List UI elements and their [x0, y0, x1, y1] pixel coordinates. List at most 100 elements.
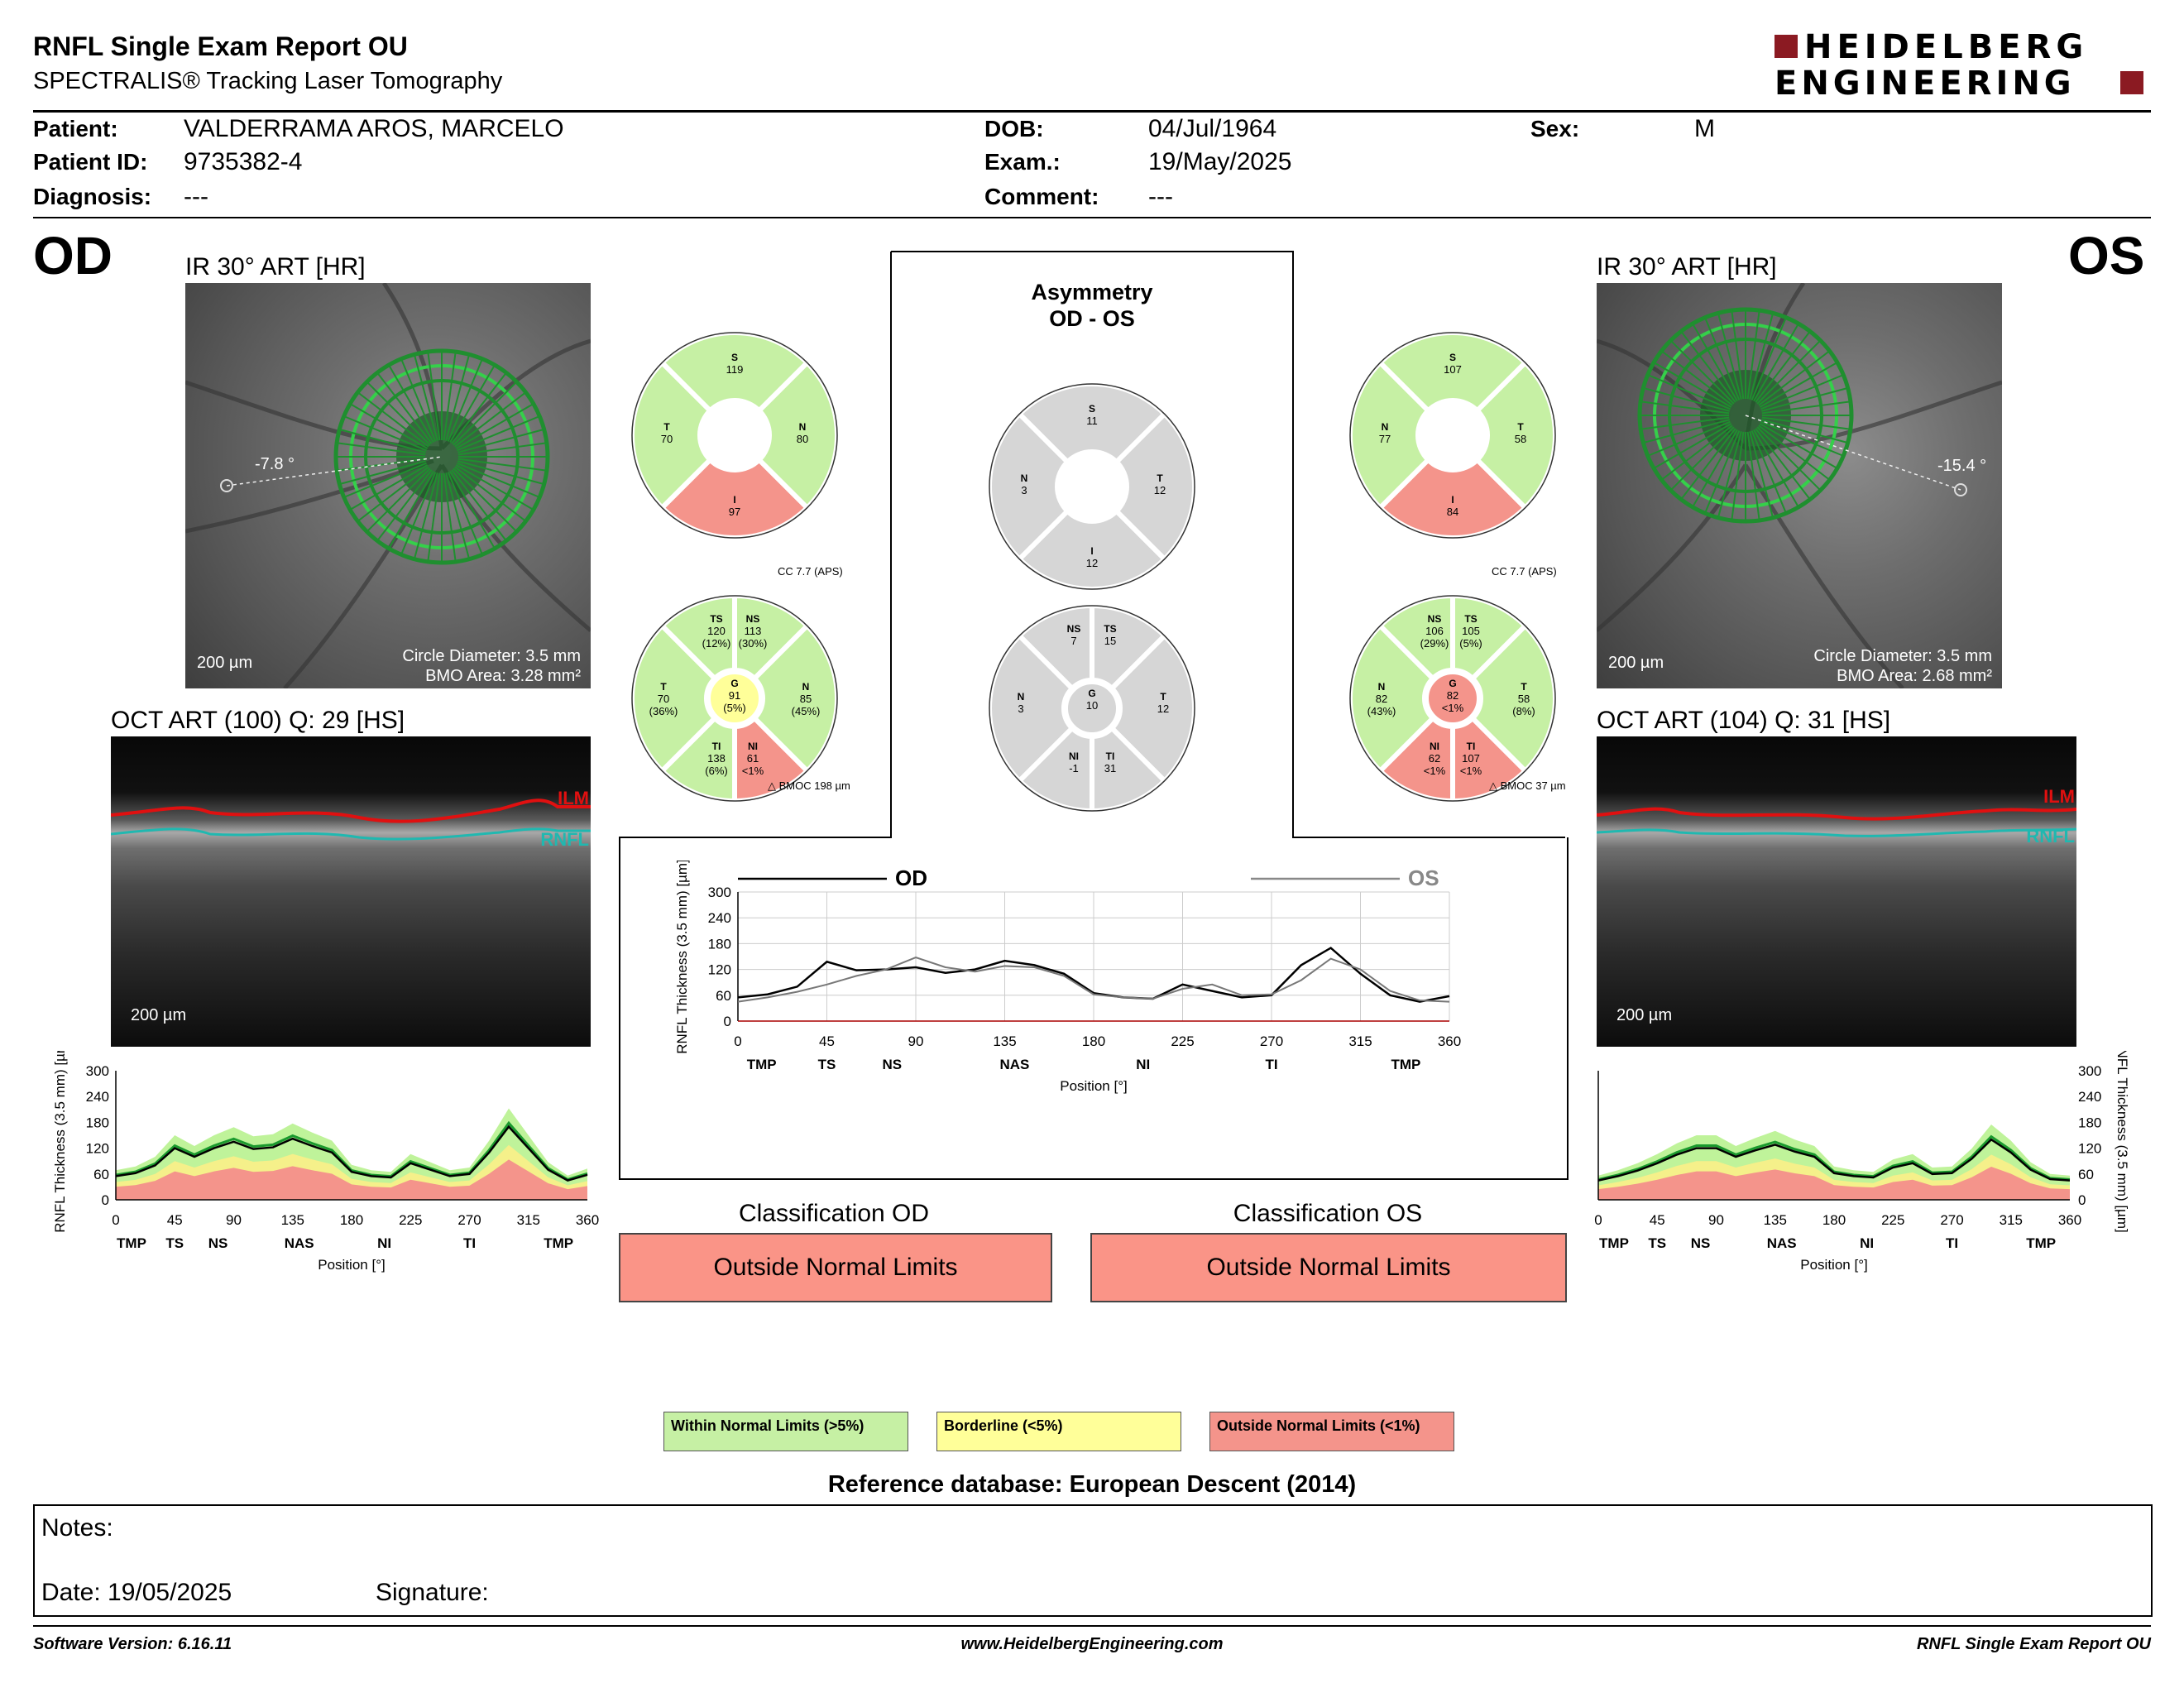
- website-link[interactable]: www.HeidelbergEngineering.com: [960, 1635, 1224, 1653]
- scan-spoke: [447, 357, 484, 442]
- scan-spoke: [1731, 308, 1745, 400]
- x-tick-label: 360: [1438, 1033, 1461, 1049]
- scan-spoke: [1691, 429, 1738, 510]
- sector-axis-label: NAS: [1767, 1235, 1797, 1251]
- scan-spoke: [443, 349, 457, 441]
- diagnosis-value: ---: [184, 183, 208, 210]
- sector-S-label: S: [731, 352, 738, 363]
- os-ir-title: IR 30° ART [HR]: [1597, 253, 1777, 281]
- series-line-primary: [737, 947, 1450, 1003]
- y-tick-label: 300: [86, 1063, 109, 1079]
- scan-spoke: [1703, 430, 1741, 516]
- sector-left-label: 77: [1379, 433, 1391, 445]
- scan-spoke: [387, 470, 434, 551]
- x-tick-label: 0: [734, 1033, 741, 1049]
- report-title: RNFL Single Exam Report OU: [33, 31, 408, 61]
- sector-T-label: T: [1521, 681, 1527, 693]
- scan-spoke: [1761, 400, 1853, 415]
- x-tick-label: 225: [1881, 1212, 1904, 1228]
- sector-G-label: 82: [1447, 689, 1458, 702]
- scan-spoke: [347, 402, 429, 449]
- sector-NS-label: NS: [746, 613, 760, 625]
- scan-spoke: [1746, 308, 1760, 400]
- scan-spoke: [1755, 329, 1812, 403]
- od-fundus-image: -7.8 ° 200 µm Circle Diameter: 3.5 mm BM…: [185, 283, 591, 688]
- sector-outline: [1349, 332, 1556, 539]
- scan-spoke: [1651, 361, 1732, 408]
- sector-T-label: 70: [658, 693, 669, 705]
- sector-axis-label: TMP: [1599, 1235, 1629, 1251]
- comment-value: ---: [1148, 183, 1173, 210]
- scan-spoke: [455, 464, 536, 511]
- x-tick-label: 135: [281, 1212, 304, 1228]
- sector-axis-label: NI: [1860, 1235, 1874, 1251]
- od-rnfl-label: RNFL: [540, 829, 589, 850]
- od-ilm-label: ILM: [558, 788, 589, 808]
- od-ir-title: IR 30° ART [HR]: [185, 253, 366, 281]
- y-tick-label: 240: [2078, 1089, 2101, 1105]
- sector-TI-label: 107: [1462, 752, 1480, 765]
- scan-spoke: [1758, 349, 1832, 406]
- notes-box[interactable]: Notes: Date: 19/05/2025 Signature:: [33, 1504, 2153, 1617]
- sector-TS-label: 105: [1462, 625, 1480, 637]
- scan-spoke: [457, 460, 546, 486]
- scan-spoke: [1717, 431, 1742, 520]
- os-oct-bscan: ILM RNFL 200 µm: [1597, 736, 2076, 1047]
- scan-spoke: [1669, 426, 1735, 492]
- sector-G: [707, 671, 762, 726]
- od-bmoc-value: BMOC 198 µm: [778, 779, 850, 792]
- scan-spoke: [451, 469, 508, 543]
- scan-spoke: [453, 380, 519, 446]
- sector-G: [1425, 671, 1480, 726]
- x-axis-title: Position [°]: [1060, 1078, 1127, 1094]
- y-tick-label: 300: [2078, 1063, 2101, 1079]
- os-fundus-image: -15.4 ° 200 µm Circle Diameter: 3.5 mm B…: [1597, 283, 2002, 688]
- y-tick-label: 180: [86, 1115, 109, 1130]
- sector-axis-label: TI: [1946, 1235, 1958, 1251]
- sector-NI-label: NI: [748, 741, 758, 752]
- sector-TS-label: TS: [710, 613, 722, 625]
- scan-spoke: [413, 352, 438, 441]
- od-oct-title: OCT ART (100) Q: 29 [HS]: [111, 707, 405, 734]
- sector-TI-label: 31: [1104, 762, 1116, 774]
- sector-S-label: 119: [726, 363, 744, 376]
- scan-spoke: [1751, 430, 1788, 516]
- os-angle-label: -15.4 °: [1937, 457, 1987, 475]
- scan-spoke: [1645, 420, 1731, 458]
- sector-I-label: I: [733, 494, 735, 506]
- sector-N-label: (43%): [1367, 705, 1396, 717]
- sector-T-label: 12: [1157, 703, 1169, 715]
- sector-axis-label: TMP: [544, 1235, 573, 1251]
- sector-right-label: N: [799, 421, 807, 433]
- scan-spoke: [1669, 338, 1735, 405]
- scan-spoke: [1641, 419, 1730, 444]
- sector-axis-label: NAS: [999, 1057, 1029, 1072]
- sector-S-label: S: [1089, 403, 1095, 415]
- scan-spoke: [449, 470, 496, 551]
- od-bmo-area: BMO Area: 3.28 mm²: [425, 667, 581, 685]
- scan-spoke: [1756, 338, 1822, 405]
- sector-left-label: N: [1382, 421, 1389, 433]
- exam-label: Exam.:: [984, 149, 1061, 175]
- x-tick-label: 90: [226, 1212, 242, 1228]
- x-tick-label: 180: [340, 1212, 363, 1228]
- sector-axis-label: NS: [208, 1235, 228, 1251]
- sector-N-label: N: [802, 681, 810, 693]
- scan-spoke: [342, 462, 427, 499]
- sector-N-label: N: [1018, 691, 1025, 703]
- patient-name: VALDERRAMA AROS, MARCELO: [184, 115, 564, 142]
- sector-T-label: T: [1160, 691, 1166, 703]
- x-tick-label: 360: [576, 1212, 599, 1228]
- scan-spoke: [1731, 431, 1745, 523]
- logo-line-2: ENGINEERING: [1774, 65, 2076, 103]
- sector-outline: [1349, 595, 1556, 802]
- x-tick-label: 225: [399, 1212, 422, 1228]
- scan-spoke: [427, 472, 441, 564]
- scan-spoke: [1679, 329, 1736, 403]
- legend-od-label: OD: [895, 866, 927, 890]
- scan-spoke: [1749, 431, 1774, 520]
- x-tick-label: 90: [1708, 1212, 1724, 1228]
- outside-band-red: [1598, 1166, 2070, 1200]
- sector-axis-label: TMP: [1391, 1057, 1420, 1072]
